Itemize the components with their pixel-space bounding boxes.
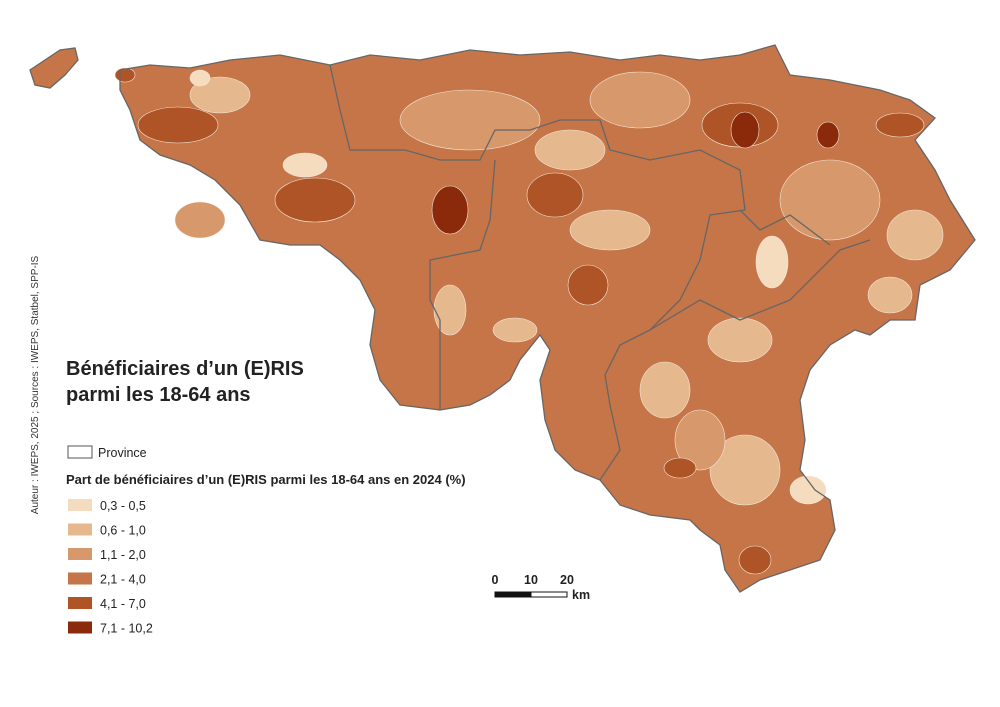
legend-label: 0,3 - 0,5 bbox=[100, 499, 146, 513]
credit: Auteur : IWEPS, 2025 ; Sources : IWEPS, … bbox=[30, 255, 41, 514]
legend-swatch bbox=[68, 572, 92, 585]
region-area bbox=[674, 409, 726, 471]
region-area bbox=[755, 235, 789, 289]
region-area bbox=[399, 89, 541, 151]
legend-swatch bbox=[68, 597, 92, 609]
legend-swatch bbox=[68, 499, 92, 511]
scale-segment bbox=[494, 591, 532, 598]
region-area bbox=[867, 276, 913, 314]
region-area bbox=[738, 545, 772, 575]
legend-label: 7,1 - 10,2 bbox=[100, 622, 153, 636]
legend-label: 4,1 - 7,0 bbox=[100, 597, 146, 611]
region-area bbox=[886, 209, 944, 261]
legend-swatch bbox=[68, 621, 92, 634]
legend: 0,3 - 0,5 0,6 - 1,0 1,1 - 2,0 2,1 - 4,0 4,1 … bbox=[68, 499, 153, 636]
province-boundary bbox=[29, 44, 976, 593]
region-area bbox=[431, 185, 469, 235]
map-title: parmi les 18-64 ans bbox=[66, 384, 251, 406]
region-area bbox=[663, 457, 697, 479]
legend-swatch bbox=[68, 523, 92, 536]
region-area bbox=[492, 317, 538, 343]
region-area bbox=[174, 201, 226, 239]
region-area bbox=[534, 129, 606, 171]
map bbox=[29, 44, 976, 593]
region-area bbox=[589, 71, 691, 129]
region-area bbox=[119, 44, 976, 593]
region-area bbox=[274, 177, 356, 223]
region-area bbox=[709, 434, 781, 506]
region-area bbox=[639, 361, 691, 419]
region-area bbox=[875, 112, 925, 138]
region-area bbox=[189, 69, 211, 87]
province-boundary bbox=[329, 64, 871, 481]
scale-tick-label: 0 bbox=[492, 573, 499, 587]
region-area bbox=[137, 106, 219, 144]
region-area bbox=[789, 475, 827, 505]
region-area bbox=[433, 284, 467, 336]
province-label: Province bbox=[98, 446, 147, 460]
region-area bbox=[730, 111, 760, 149]
scale-segment bbox=[530, 591, 568, 598]
region-area bbox=[569, 209, 651, 251]
region-area bbox=[189, 76, 251, 114]
scale-tick-label: 20 bbox=[560, 573, 574, 587]
region-area bbox=[779, 159, 881, 241]
province-swatch bbox=[67, 445, 93, 459]
legend-label: 0,6 - 1,0 bbox=[100, 524, 146, 538]
region-area bbox=[114, 67, 136, 83]
region-area bbox=[567, 264, 609, 306]
scale-tick-label: 10 bbox=[524, 573, 538, 587]
map-title: Bénéficiaires d’un (E)RIS bbox=[66, 358, 304, 380]
region-area bbox=[282, 152, 328, 178]
region-area bbox=[816, 121, 840, 149]
legend-title: Part de bénéficiaires d’un (E)RIS parmi … bbox=[66, 472, 466, 487]
legend-label: 1,1 - 2,0 bbox=[100, 548, 146, 562]
region-area bbox=[707, 317, 773, 363]
legend-label: 2,1 - 4,0 bbox=[100, 573, 146, 587]
region-area bbox=[526, 172, 584, 218]
legend-swatch bbox=[68, 548, 92, 560]
scale-unit: km bbox=[572, 588, 590, 602]
